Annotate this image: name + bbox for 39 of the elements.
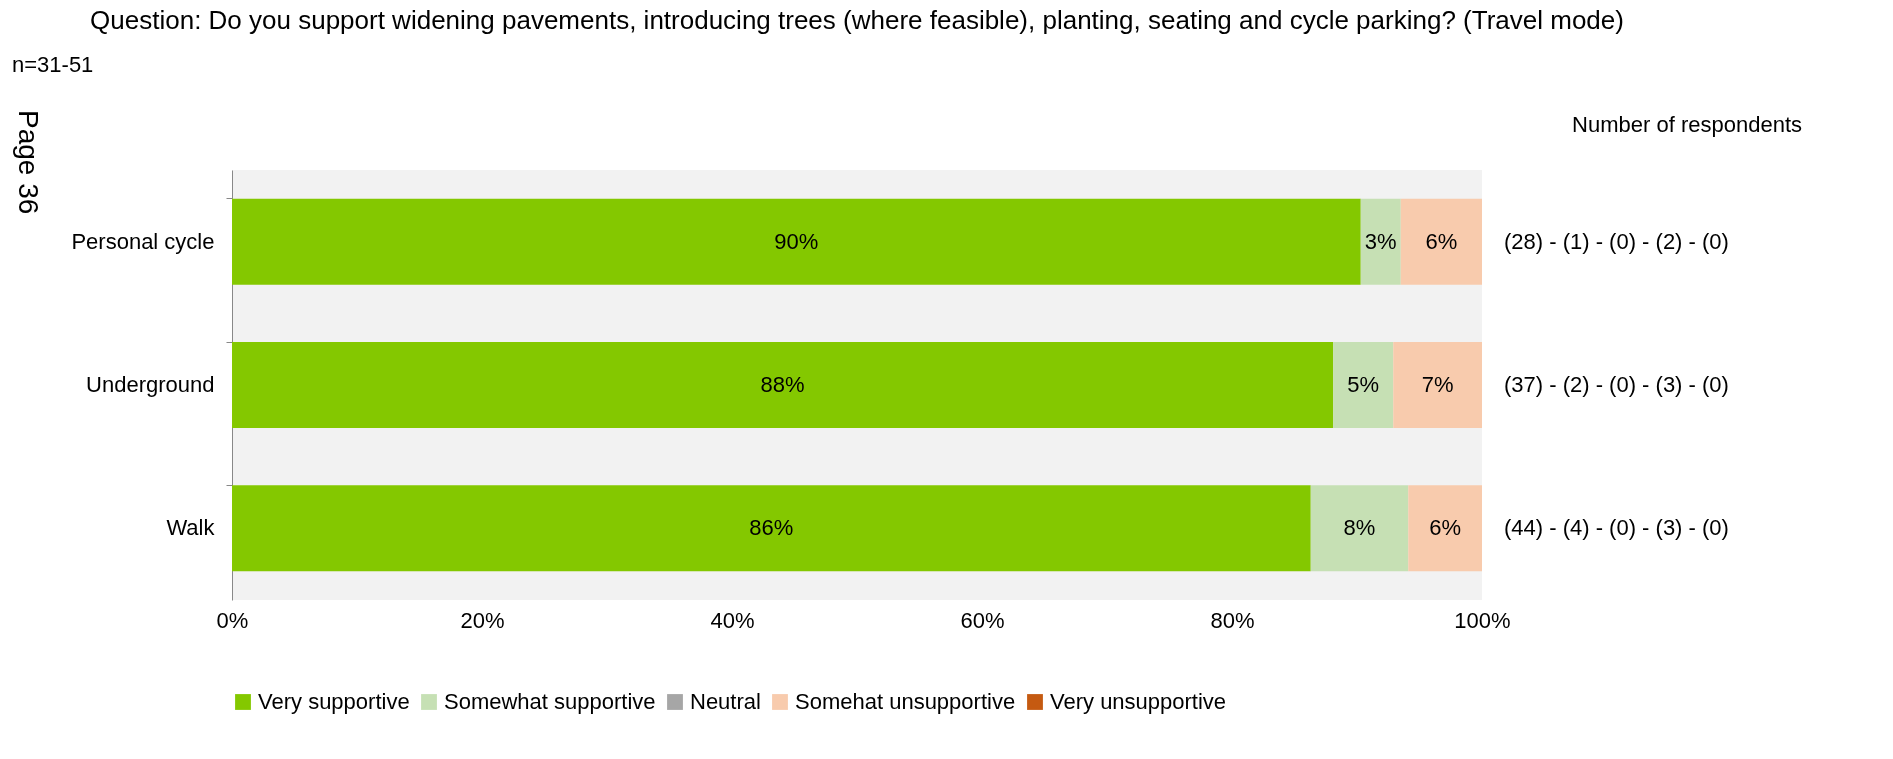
legend-label: Somehat unsupportive (795, 689, 1016, 714)
data-label: 8% (1343, 515, 1376, 541)
bar (232, 198, 1361, 285)
bar (1408, 485, 1482, 572)
y-tick-label: Personal cycle (71, 228, 215, 254)
legend-label: Somewhat supportive (444, 689, 656, 714)
legend-label: Very supportive (258, 689, 410, 714)
data-label: 90% (774, 228, 819, 254)
bar (1333, 342, 1394, 428)
x-tick-label: 60% (960, 607, 1005, 633)
y-tick-label: Underground (86, 372, 215, 397)
bar (1360, 198, 1401, 285)
text: Number of respondents (1572, 112, 1802, 137)
data-label: 7% (1421, 372, 1454, 397)
text: n=31-51 (12, 52, 94, 77)
text: (37) - (2) - (0) - (3) - (0) (1504, 372, 1729, 397)
data-label: 86% (749, 515, 794, 541)
text: Page 36 (13, 110, 44, 215)
data-label: 3% (1364, 228, 1397, 254)
chart-title: Question: Do you support widening pavements, introducing trees (where feasible), planting, seating and cycle parking? (Travel mode) (90, 5, 1624, 35)
bar (232, 485, 1311, 572)
x-tick-label: 40% (710, 607, 755, 633)
x-tick-label: 0% (216, 607, 249, 633)
text: (28) - (1) - (0) - (2) - (0) (1504, 228, 1729, 254)
bar (1400, 198, 1482, 285)
x-tick-label: 80% (1210, 607, 1255, 633)
bar (1310, 485, 1409, 572)
text: (44) - (4) - (0) - (3) - (0) (1504, 515, 1729, 541)
y-tick-label: Walk (166, 515, 216, 541)
data-label: 6% (1429, 515, 1462, 541)
bar (1393, 342, 1482, 428)
legend-label: Very unsupportive (1050, 689, 1227, 714)
legend-label: Neutral (690, 689, 761, 714)
x-tick-label: 100% (1454, 607, 1511, 633)
data-label: 88% (760, 372, 805, 397)
data-label: 5% (1347, 372, 1380, 397)
x-tick-label: 20% (460, 607, 505, 633)
data-label: 6% (1425, 228, 1458, 254)
bar (232, 342, 1334, 428)
